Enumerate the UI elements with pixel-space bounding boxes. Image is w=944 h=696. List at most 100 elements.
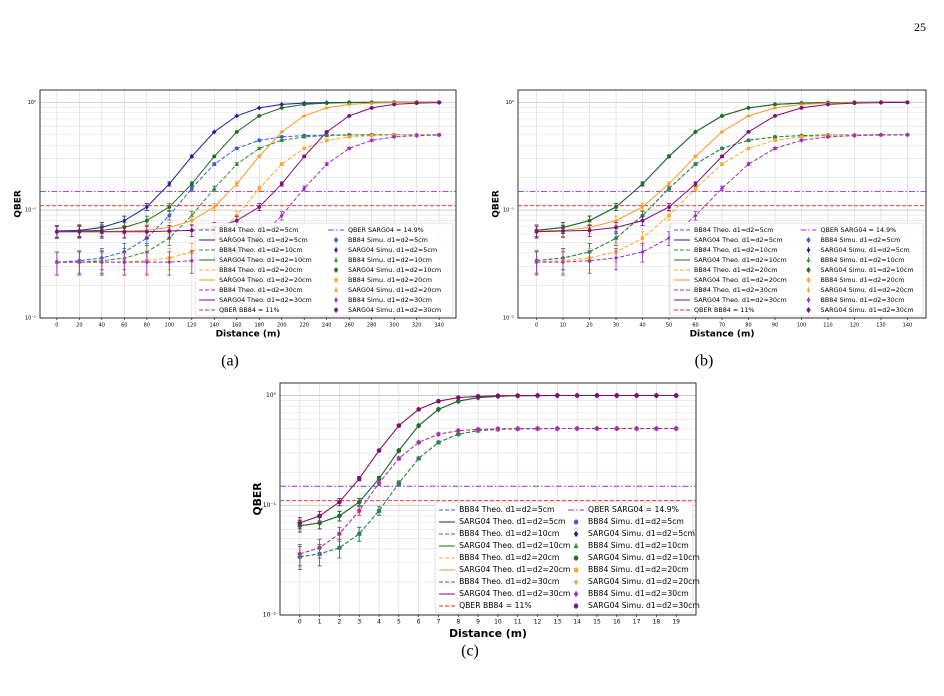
sim-marker	[376, 508, 382, 513]
x-tick-label: 130	[876, 323, 886, 329]
sim-marker	[54, 229, 59, 234]
sim-marker	[347, 135, 351, 139]
sim-marker	[574, 393, 580, 398]
sim-marker	[879, 132, 883, 138]
sim-marker	[535, 393, 540, 398]
legend-label: QBER BB84 = 11%	[459, 601, 532, 610]
x-tick-label: 20	[586, 323, 592, 329]
sim-marker	[167, 205, 172, 209]
x-tick-label: 40	[99, 323, 105, 329]
legend-label: SARG04 Simu. d1=d2=20cm	[588, 577, 700, 586]
legend-label: QBER SARG04 = 14.9%	[348, 226, 424, 234]
y-tick-label: 10⁻²	[263, 612, 277, 619]
sim-marker	[667, 213, 671, 218]
x-tick-label: 80	[745, 323, 751, 329]
x-tick-label: 300	[389, 323, 399, 329]
sim-marker	[279, 138, 284, 142]
plot-frame	[39, 89, 457, 319]
sim-marker	[369, 133, 374, 138]
legend-swatch	[333, 257, 339, 262]
x-tick-label: 140	[903, 323, 913, 329]
sim-marker	[337, 513, 342, 519]
legend-label: SARG04 Simu. d1=d2=20cm	[821, 286, 914, 294]
sim-marker	[475, 426, 481, 433]
legend-swatch	[334, 278, 338, 282]
legend-label: SARG04 Simu. d1=d2=30cm	[348, 306, 441, 314]
legend-label: QBER BB84 = 11%	[694, 306, 754, 314]
sim-marker	[77, 229, 82, 234]
sim-marker	[279, 105, 284, 110]
theory-line	[299, 395, 677, 524]
sim-marker	[746, 161, 751, 167]
legend-swatch	[806, 278, 811, 282]
sim-marker	[905, 132, 910, 138]
sim-marker	[436, 398, 441, 404]
sim-marker	[256, 153, 262, 159]
legend-swatch	[334, 238, 338, 242]
sim-marker	[416, 455, 422, 461]
sim-marker	[212, 162, 217, 167]
sim-marker	[416, 439, 421, 446]
legend-label: BB84 Theo. d1=d2=20cm	[459, 553, 559, 562]
sim-marker	[666, 181, 672, 186]
sim-marker	[826, 102, 830, 107]
sim-marker	[189, 218, 195, 223]
sim-marker	[279, 213, 284, 219]
sim-marker	[746, 113, 751, 118]
sim-marker	[799, 137, 804, 143]
x-tick-label: 340	[434, 323, 444, 329]
sim-marker	[54, 259, 59, 265]
legend-label: BB84 Simu. d1=d2=5cm	[348, 236, 428, 244]
theory-line	[536, 134, 908, 263]
sim-marker	[456, 398, 461, 404]
legend-label: BB84 Theo. d1=d2=10cm	[694, 246, 778, 254]
sim-marker	[356, 507, 362, 514]
sim-marker	[396, 423, 402, 428]
sim-marker	[317, 544, 322, 551]
legend-box	[434, 501, 694, 614]
theory-line	[56, 101, 440, 233]
x-tick-label: 2	[338, 619, 342, 626]
legend-label: SARG04 Simu. d1=d2=20cm	[348, 286, 441, 294]
sim-marker	[324, 138, 329, 143]
sim-marker	[356, 531, 362, 536]
x-tick-label: 15	[593, 619, 601, 626]
sim-marker	[167, 213, 172, 218]
x-axis-label: Distance (m)	[690, 330, 755, 340]
sim-marker	[144, 229, 149, 234]
legend-label: SARG04 Simu. d1=d2=5cm	[348, 246, 437, 254]
x-tick-label: 320	[412, 323, 422, 329]
x-tick-label: 120	[850, 323, 860, 329]
legend-label: QBER SARG04 = 14.9%	[588, 505, 679, 514]
y-axis-label: QBER	[251, 482, 264, 516]
sim-marker	[302, 102, 307, 107]
sim-marker	[376, 448, 382, 453]
sim-marker	[799, 101, 804, 107]
legend-label: BB84 Theo. d1=d2=5cm	[694, 226, 773, 234]
sim-marker	[414, 101, 419, 105]
sim-marker	[99, 229, 104, 234]
sim-marker	[614, 425, 620, 432]
sim-marker	[414, 133, 419, 139]
legend-label: BB84 Simu. d1=d2=30cm	[588, 589, 689, 598]
x-tick-label: 7	[437, 619, 441, 626]
sim-marker	[495, 393, 501, 399]
legend-label: BB84 Simu. d1=d2=20cm	[588, 565, 689, 574]
sim-marker	[614, 225, 618, 230]
x-tick-label: 5	[397, 619, 401, 626]
sim-marker	[376, 476, 382, 481]
x-tick-label: 240	[322, 323, 332, 329]
legend-label: SARG04 Simu. d1=d2=10cm	[588, 553, 700, 562]
legend-label: BB84 Theo. d1=d2=20cm	[694, 266, 778, 274]
x-tick-label: 220	[299, 323, 309, 329]
caption: (b)	[695, 353, 714, 370]
legend-swatch	[806, 268, 811, 272]
y-tick-label: 10⁻¹	[503, 208, 514, 214]
x-tick-label: 9	[476, 619, 480, 626]
sim-marker	[369, 100, 375, 106]
x-tick-label: 100	[165, 323, 175, 329]
sim-marker	[416, 407, 421, 412]
sim-marker	[257, 138, 262, 143]
sim-marker	[614, 205, 618, 209]
legend-label: BB84 Theo. d1=d2=5cm	[219, 226, 298, 234]
